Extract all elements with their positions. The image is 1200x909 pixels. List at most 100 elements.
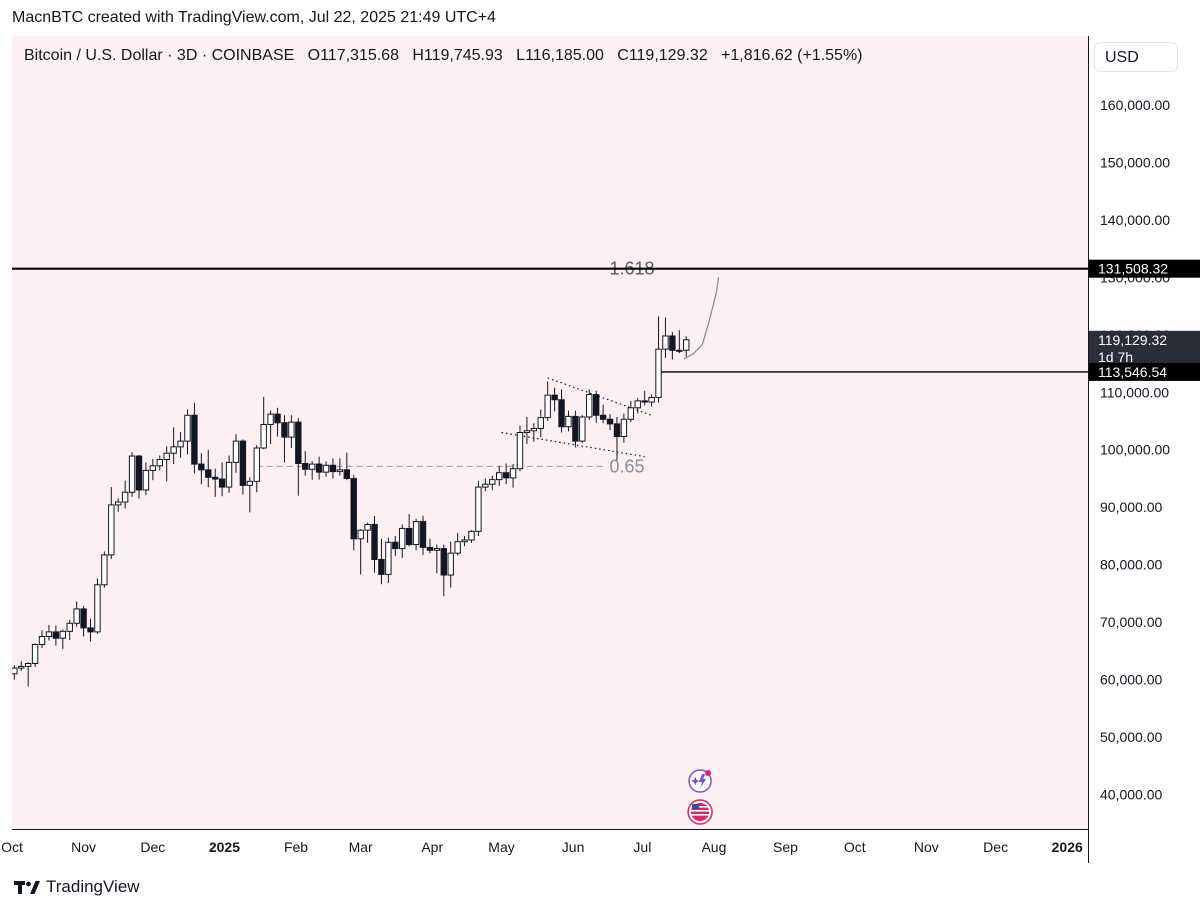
candle-body [669,335,676,351]
candle [218,462,226,497]
candle-body [662,335,669,350]
price-axis-label: 150,000.00 [1100,154,1170,170]
candle [399,524,406,558]
price-axis-label: 70,000.00 [1100,614,1162,630]
candle [509,464,517,488]
candle-body [38,635,46,646]
candle-body [302,463,309,470]
candle [135,454,143,499]
candle [502,463,510,485]
candle-body [295,421,302,465]
candle [482,478,489,492]
price-axis-label: 90,000.00 [1100,499,1162,515]
price-tag-support: 113,546.54 [1089,362,1200,381]
candle [461,535,468,547]
candle-body [128,455,136,493]
candle-body [489,479,496,485]
candle [329,458,337,479]
candle [669,331,676,360]
candle [149,458,157,481]
candle [426,538,434,554]
candle-body [73,608,80,624]
candle [80,606,87,637]
candle-body [419,521,427,548]
symbol-legend: Bitcoin / U.S. Dollar · 3D · COINBASE O1… [24,47,863,65]
candle [31,643,39,667]
candle-body [343,469,351,479]
candle [475,480,482,536]
candle [142,462,150,496]
candle [191,402,198,474]
candle [302,450,309,476]
price-axis[interactable]: 160,000.00150,000.00140,000.00130,000.00… [1088,36,1200,829]
candle [267,410,274,444]
candle-body [586,394,593,418]
candle [558,389,565,433]
candle [246,477,254,513]
candle [468,530,475,543]
candle-body [329,464,337,473]
candle-body [211,476,219,480]
time-axis-label: Oct [844,839,866,855]
candle-body [523,430,531,434]
candle-body [191,414,198,465]
candle [606,414,614,431]
candle [12,665,18,680]
time-axis-label: 2025 [209,839,240,855]
candle-body [468,530,475,541]
price-tag-resistance: 131,508.32 [1089,259,1200,278]
candle [599,404,607,424]
time-axis-label: Dec [140,839,165,855]
candle [94,578,101,634]
candle [572,410,579,448]
candle [419,515,427,555]
candle-body [613,423,621,438]
candle-body [364,523,371,531]
candle-body [537,417,544,429]
candle-body [87,627,94,633]
candle [288,415,295,449]
time-axis-label: Sep [773,839,798,855]
candle [440,544,447,597]
candle-body [357,529,364,540]
candle [544,381,551,422]
candle [170,427,177,465]
candle-body [101,554,108,586]
candle [308,461,316,480]
candle-body [482,483,489,488]
candle-body [274,413,281,424]
candle-body [267,413,274,425]
candle [343,452,351,481]
candle [454,533,461,556]
channel-line [547,377,652,416]
candle [260,396,267,450]
candle-body [108,504,115,556]
candle [73,601,80,627]
candle-body [94,584,101,633]
candle [412,518,420,551]
candle-body [281,422,288,438]
candle-body [551,394,558,401]
tradingview-logo[interactable]: TradingView [14,876,140,898]
time-axis-label: Dec [983,839,1008,855]
candle [447,541,454,588]
time-axis[interactable]: Oct Nov Dec 2025 Feb Mar Apr May Jun Jul Aug Sep Oct… [0,829,1200,869]
candle [613,416,621,461]
candle [683,336,690,357]
candle [281,415,288,463]
price-axis-label: 140,000.00 [1100,212,1170,228]
price-axis-label: 110,000.00 [1100,384,1169,400]
candle [336,458,344,476]
time-axis-label: Jun [562,839,585,855]
candle [496,465,503,486]
time-axis-label: Nov [914,839,939,855]
candle-body [648,396,655,403]
tradingview-logo-icon [14,881,40,894]
candle [579,415,586,443]
time-axis-label: May [488,839,514,855]
candle [385,537,392,584]
currency-button[interactable]: USD [1094,42,1178,72]
candle-body [655,348,662,398]
candle [295,418,302,496]
